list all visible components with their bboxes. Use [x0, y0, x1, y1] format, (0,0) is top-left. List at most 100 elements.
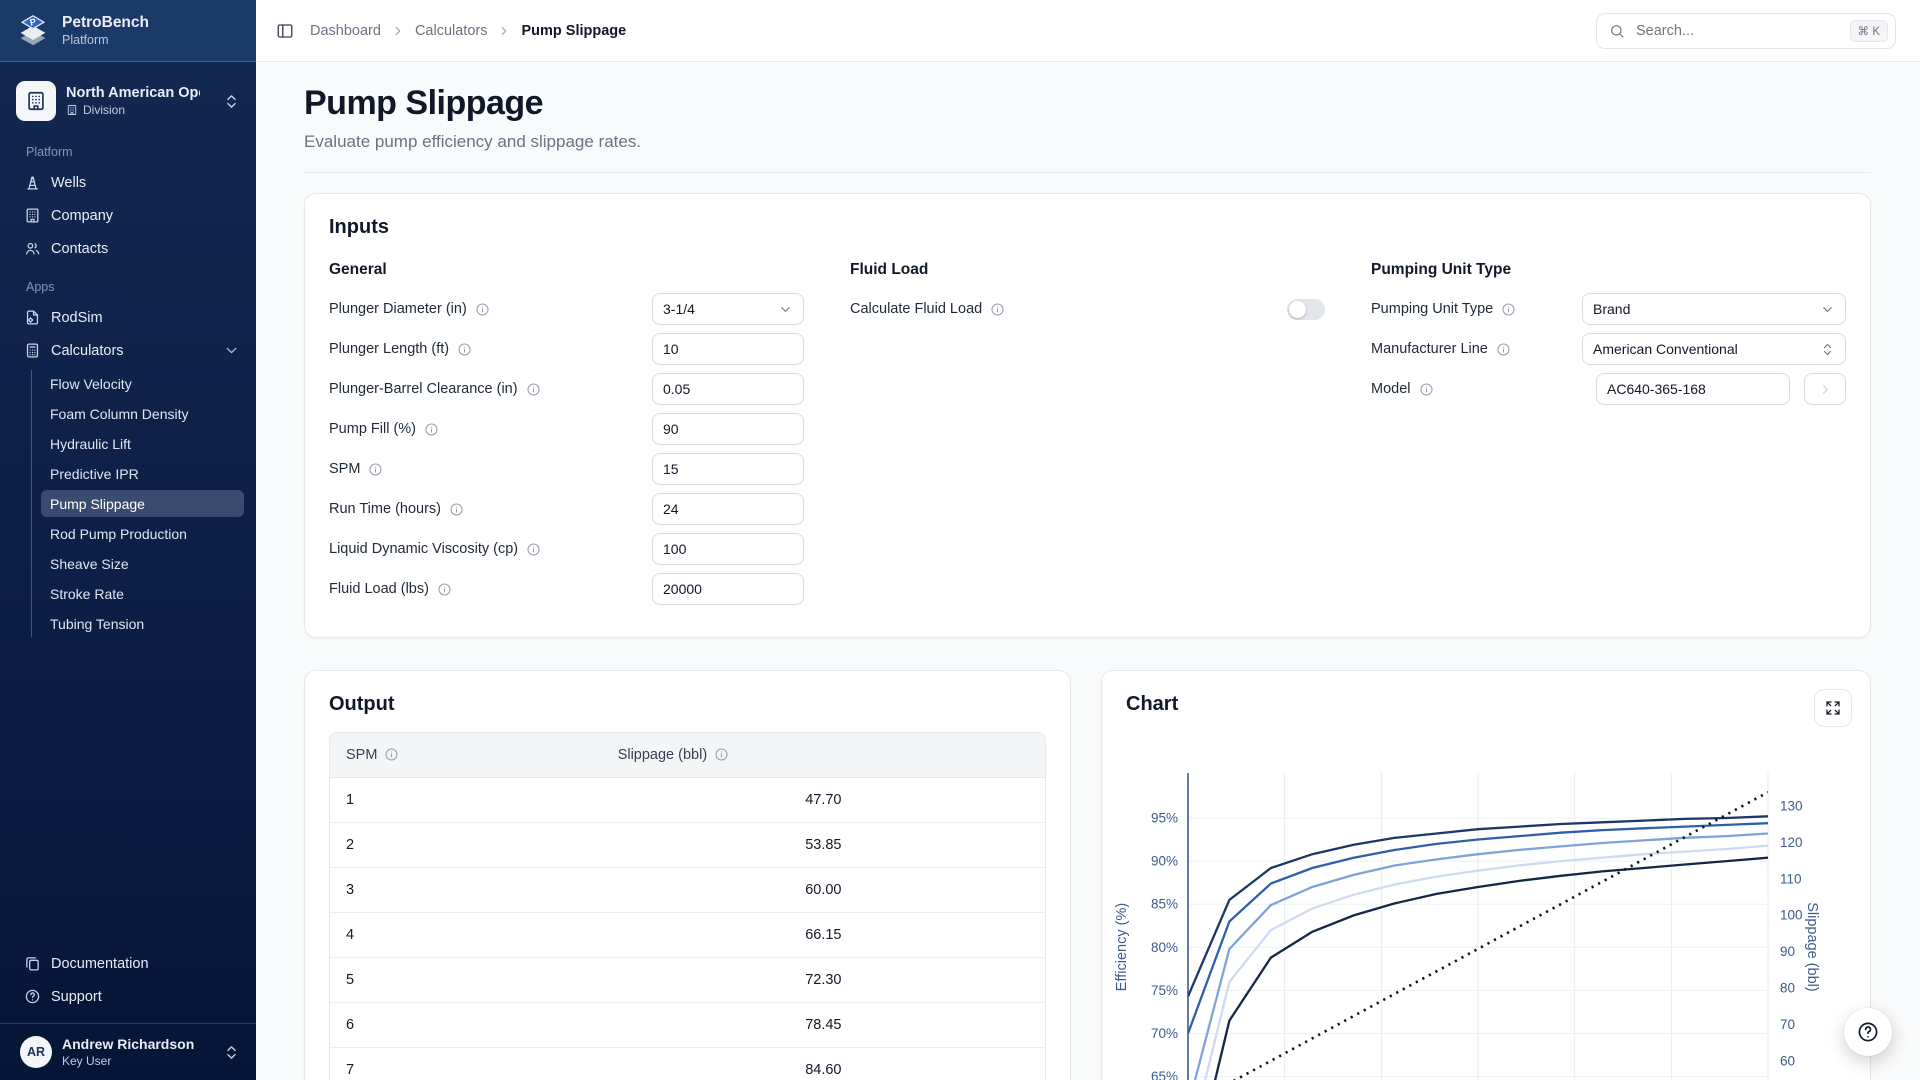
app-logo[interactable]: P PetroBench Platform — [0, 0, 256, 62]
field-label: Fluid Load (lbs) — [329, 581, 452, 597]
avatar: AR — [20, 1036, 52, 1068]
model-open-button[interactable] — [1804, 373, 1846, 405]
table-row: 3 60.00 — [330, 867, 1045, 913]
help-button[interactable] — [1844, 1008, 1892, 1056]
sidebar-item-company[interactable]: Company — [0, 199, 256, 232]
calculator-icon — [24, 342, 41, 359]
wells-icon — [24, 174, 41, 191]
sidebar-item-pump-slippage[interactable]: Pump Slippage — [41, 490, 244, 517]
output-table: SPM Slippage (bbl) 1 47.70 2 53.85 3 60.00 4 66.1… — [329, 732, 1046, 1080]
field-label: Pumping Unit Type — [1371, 301, 1516, 317]
division-selector[interactable]: North American Opera Division — [10, 76, 246, 126]
sidebar-item-rodsim[interactable]: RodSim — [0, 301, 256, 334]
search-icon — [1609, 23, 1625, 39]
pump-fill-input[interactable] — [652, 413, 804, 445]
sidebar-item-label: Company — [51, 207, 114, 224]
plunger-barrel-clearance-in-input[interactable] — [652, 373, 804, 405]
breadcrumb-dashboard[interactable]: Dashboard — [310, 22, 381, 39]
chart-plot: 95% 90% 85% 80% 75% 70% 65% 130 120 110 100 90 80 70 6… — [1102, 735, 1872, 1080]
svg-text:65%: 65% — [1151, 1069, 1178, 1080]
inputs-section-pumping-unit-type: Pumping Unit Type Pumping Unit Type Brand M… — [1371, 261, 1846, 613]
app-name: PetroBench — [62, 14, 149, 32]
field-label: Run Time (hours) — [329, 501, 464, 517]
field-model: Model — [1371, 373, 1846, 405]
chart-card: Chart 95% 90% 85% 80% 75% 70% 65% 130 120 110 100 9… — [1101, 670, 1871, 1080]
svg-text:70%: 70% — [1151, 1026, 1178, 1041]
column-header-spm: SPM — [330, 733, 602, 778]
field-calculate-fluid-load: Calculate Fluid Load — [850, 293, 1325, 325]
sidebar-item-documentation[interactable]: Documentation — [0, 947, 256, 980]
manufacturer-line-select[interactable]: American Conventional — [1582, 333, 1846, 365]
division-name: North American Opera — [66, 85, 200, 101]
breadcrumb-calculators[interactable]: Calculators — [414, 22, 488, 39]
info-icon — [424, 422, 439, 437]
section-label-apps: Apps — [26, 280, 55, 294]
field-fluid-load-lbs: Fluid Load (lbs) — [329, 573, 804, 605]
sidebar-item-support[interactable]: Support — [0, 980, 256, 1013]
sidebar-item-tubing-tension[interactable]: Tubing Tension — [50, 615, 145, 632]
sidebar-item-foam-column-density[interactable]: Foam Column Density — [50, 405, 189, 422]
user-menu[interactable]: AR Andrew Richardson Key User — [0, 1023, 256, 1068]
svg-text:100: 100 — [1780, 908, 1803, 923]
sidebar-item-stroke-rate[interactable]: Stroke Rate — [50, 585, 124, 602]
table-row: 7 84.60 — [330, 1047, 1045, 1080]
inputs-section-fluid-load: Fluid Load Calculate Fluid Load — [850, 261, 1325, 613]
field-label: Plunger Diameter (in) — [329, 301, 490, 317]
plunger-diameter-in-select[interactable]: 3-1/4 — [652, 293, 804, 325]
pumping-unit-type-select[interactable]: Brand — [1582, 293, 1846, 325]
sidebar-item-label: Contacts — [51, 240, 109, 257]
run-time-hours-input[interactable] — [652, 493, 804, 525]
plunger-length-ft-input[interactable] — [652, 333, 804, 365]
sidebar-item-predictive-ipr[interactable]: Predictive IPR — [50, 465, 139, 482]
content: Pump Slippage Evaluate pump efficiency a… — [256, 62, 1920, 1080]
help-icon — [24, 988, 41, 1005]
info-icon — [457, 342, 472, 357]
info-icon — [990, 302, 1005, 317]
calculate-fluid-load-toggle[interactable] — [1287, 298, 1325, 320]
field-liquid-dynamic-viscosity-cp: Liquid Dynamic Viscosity (cp) — [329, 533, 804, 565]
rodsim-icon — [24, 309, 41, 326]
sidebar-item-flow-velocity[interactable]: Flow Velocity — [50, 375, 132, 392]
field-spm: SPM — [329, 453, 804, 485]
field-label: Calculate Fluid Load — [850, 301, 1005, 317]
svg-text:80: 80 — [1780, 981, 1795, 996]
series-efficiency-4 — [1204, 844, 1768, 1080]
sidebar-item-rod-pump-production[interactable]: Rod Pump Production — [50, 525, 187, 542]
slippage-cell: 53.85 — [601, 822, 1045, 868]
breadcrumb-separator-icon — [391, 24, 405, 38]
sidebar-item-contacts[interactable]: Contacts — [0, 232, 256, 265]
sidebar-item-hydraulic-lift[interactable]: Hydraulic Lift — [50, 435, 131, 452]
section-title: Pumping Unit Type — [1371, 261, 1512, 278]
field-label: SPM — [329, 461, 383, 477]
sidebar-item-sheave-size[interactable]: Sheave Size — [50, 555, 129, 572]
topbar: Dashboard Calculators Pump Slippage ⌘ K — [256, 0, 1920, 62]
sidebar: P PetroBench Platform North American Ope… — [0, 0, 256, 1080]
svg-text:P: P — [29, 16, 37, 27]
sidebar-item-wells[interactable]: Wells — [0, 166, 256, 199]
series-efficiency-1 — [1188, 815, 1768, 997]
liquid-dynamic-viscosity-cp-input[interactable] — [652, 533, 804, 565]
page-head: Pump Slippage Evaluate pump efficiency a… — [304, 62, 1871, 173]
info-icon — [368, 462, 383, 477]
search-input[interactable] — [1634, 21, 1841, 40]
model-input[interactable] — [1596, 373, 1790, 405]
spm-cell: 3 — [330, 867, 602, 913]
sidebar-toggle-button[interactable] — [276, 22, 294, 40]
chart-fullscreen-button[interactable] — [1814, 689, 1852, 727]
sidebar-item-label: Support — [51, 988, 102, 1005]
fluid-load-lbs-input[interactable] — [652, 573, 804, 605]
chevron-down-icon — [1820, 302, 1835, 317]
sidebar-item-calculators[interactable]: Calculators — [0, 334, 256, 367]
spm-input[interactable] — [652, 453, 804, 485]
svg-text:95%: 95% — [1151, 811, 1178, 826]
section-title: Fluid Load — [850, 261, 929, 278]
user-role: Key User — [62, 1053, 112, 1068]
table-row: 2 53.85 — [330, 822, 1045, 868]
user-name: Andrew Richardson — [62, 1036, 195, 1053]
svg-text:130: 130 — [1780, 799, 1803, 814]
output-card: Output SPM Slippage (bbl) 1 47.70 2 53.85 3 60.… — [304, 670, 1071, 1080]
slippage-cell: 47.70 — [601, 777, 1045, 823]
sidebar-nav: Platform Wells Company Contacts Apps RodSim Ca… — [0, 128, 256, 943]
column-header-slippage-bbl: Slippage (bbl) — [601, 733, 1045, 778]
page-subtitle: Evaluate pump efficiency and slippage ra… — [304, 132, 642, 151]
